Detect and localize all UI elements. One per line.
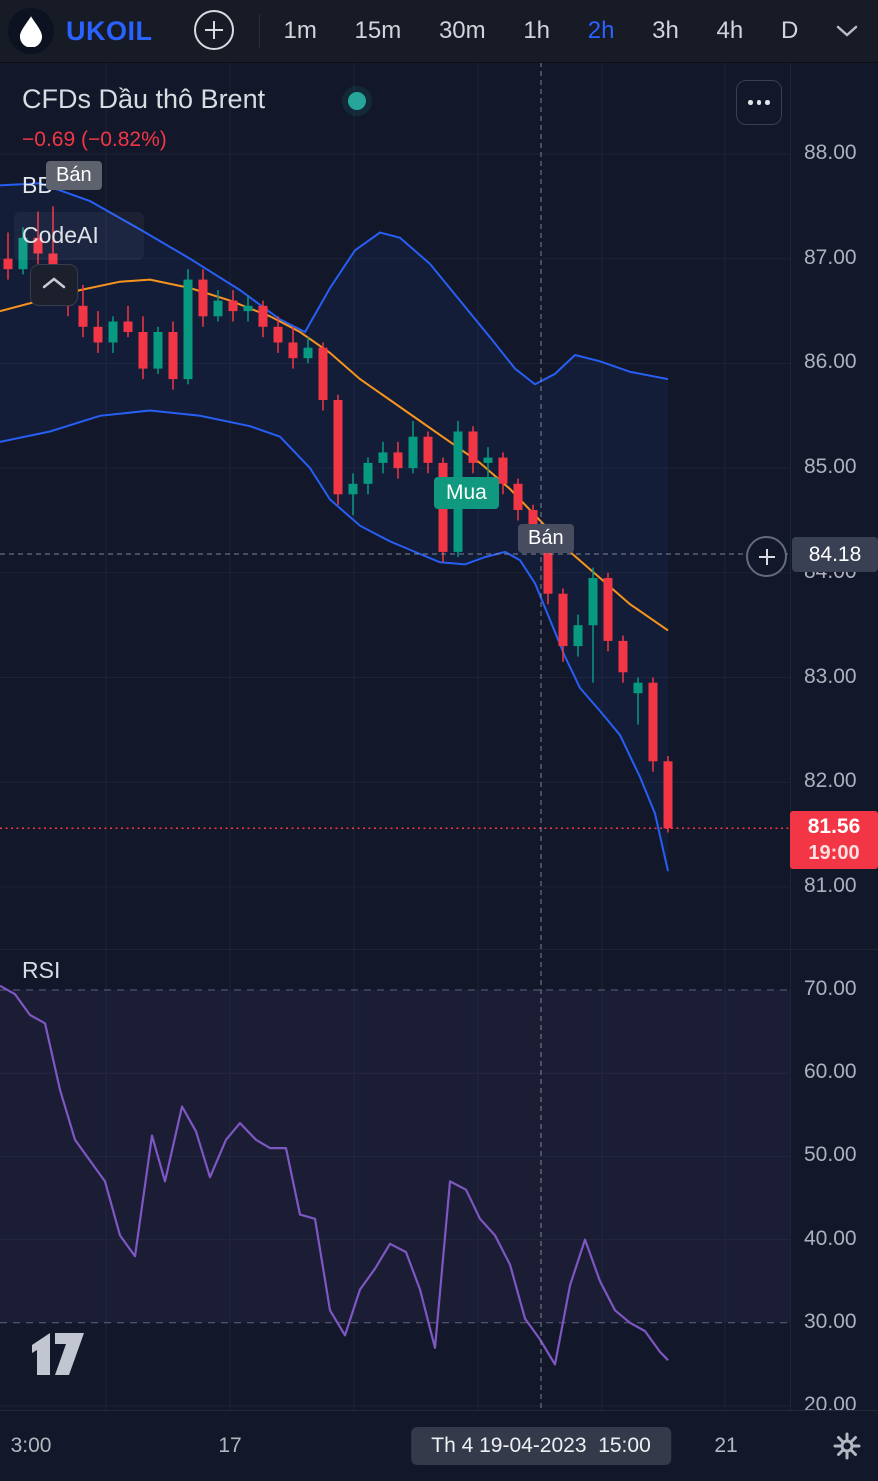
tab-1h[interactable]: 1h (523, 17, 551, 44)
time-axis[interactable]: 3:00 17 Th 4 19-04-2023 15:00 21 (0, 1410, 878, 1481)
oil-drop-logo-icon (8, 8, 54, 54)
chevron-down-icon[interactable] (832, 21, 862, 42)
price-axis-separator (790, 62, 791, 1480)
plus-circle-icon (191, 7, 237, 56)
bollinger-lower-line (0, 409, 669, 872)
price-change-label: −0.69 (−0.82%) (22, 128, 167, 151)
sell-signal-badge-mid: Bán (518, 524, 574, 553)
crosshair-price-badge: 84.18 (792, 537, 878, 572)
candlestick-series (3, 206, 673, 833)
tab-3h[interactable]: 3h (652, 17, 679, 44)
bollinger-upper-line (0, 182, 669, 386)
rsi-line (0, 984, 669, 1366)
time-tick-label: 17 (218, 1434, 242, 1457)
top-toolbar: UKOIL 1m 15m 30m 1h 2h 3h 4h D (0, 0, 878, 63)
time-tick-label: 3:00 (10, 1434, 52, 1457)
time-tick-label: 21 (714, 1434, 738, 1457)
tab-30m[interactable]: 30m (438, 17, 486, 44)
sell-signal-badge-top: Bán (46, 161, 102, 190)
last-price-time: 19:00 (808, 842, 860, 865)
pane-separator[interactable] (0, 949, 878, 950)
tab-15m[interactable]: 15m (354, 17, 402, 44)
add-alert-plus-button[interactable] (746, 536, 787, 577)
last-price-value: 81.56 (807, 815, 861, 839)
add-compare-button[interactable] (191, 7, 237, 56)
indicator-label-codeai[interactable]: CodeAI (22, 222, 99, 248)
tab-1m[interactable]: 1m (283, 17, 317, 44)
tab-D[interactable]: D (780, 17, 799, 44)
toolbar-divider (258, 14, 260, 48)
last-price-badge: 81.56 19:00 (790, 811, 878, 870)
gridlines (0, 62, 790, 1410)
settings-gear-icon[interactable] (832, 1431, 862, 1461)
page-title: CFDs Dầu thô Brent (22, 84, 266, 114)
symbol-button[interactable]: UKOIL (66, 15, 153, 46)
tradingview-logo[interactable] (28, 1331, 86, 1382)
timeframe-tabs: 1m 15m 30m 1h 2h 3h 4h D (280, 11, 863, 51)
tab-2h[interactable]: 2h (587, 17, 615, 44)
indicator-row-highlight (14, 212, 144, 260)
bollinger-fill (0, 183, 668, 872)
indicator-label-rsi[interactable]: RSI (22, 957, 61, 983)
chevron-up-icon (41, 275, 67, 296)
ellipsis-icon (748, 100, 753, 105)
buy-signal-badge: Mua (434, 477, 499, 509)
market-status-dot[interactable] (348, 92, 366, 110)
collapse-legend-button[interactable] (30, 264, 78, 306)
rsi-band (0, 990, 790, 1323)
tab-4h[interactable]: 4h (716, 17, 744, 44)
chart-more-options-button[interactable] (736, 80, 782, 125)
crosshair-date-badge: Th 4 19-04-2023 15:00 (411, 1427, 671, 1465)
